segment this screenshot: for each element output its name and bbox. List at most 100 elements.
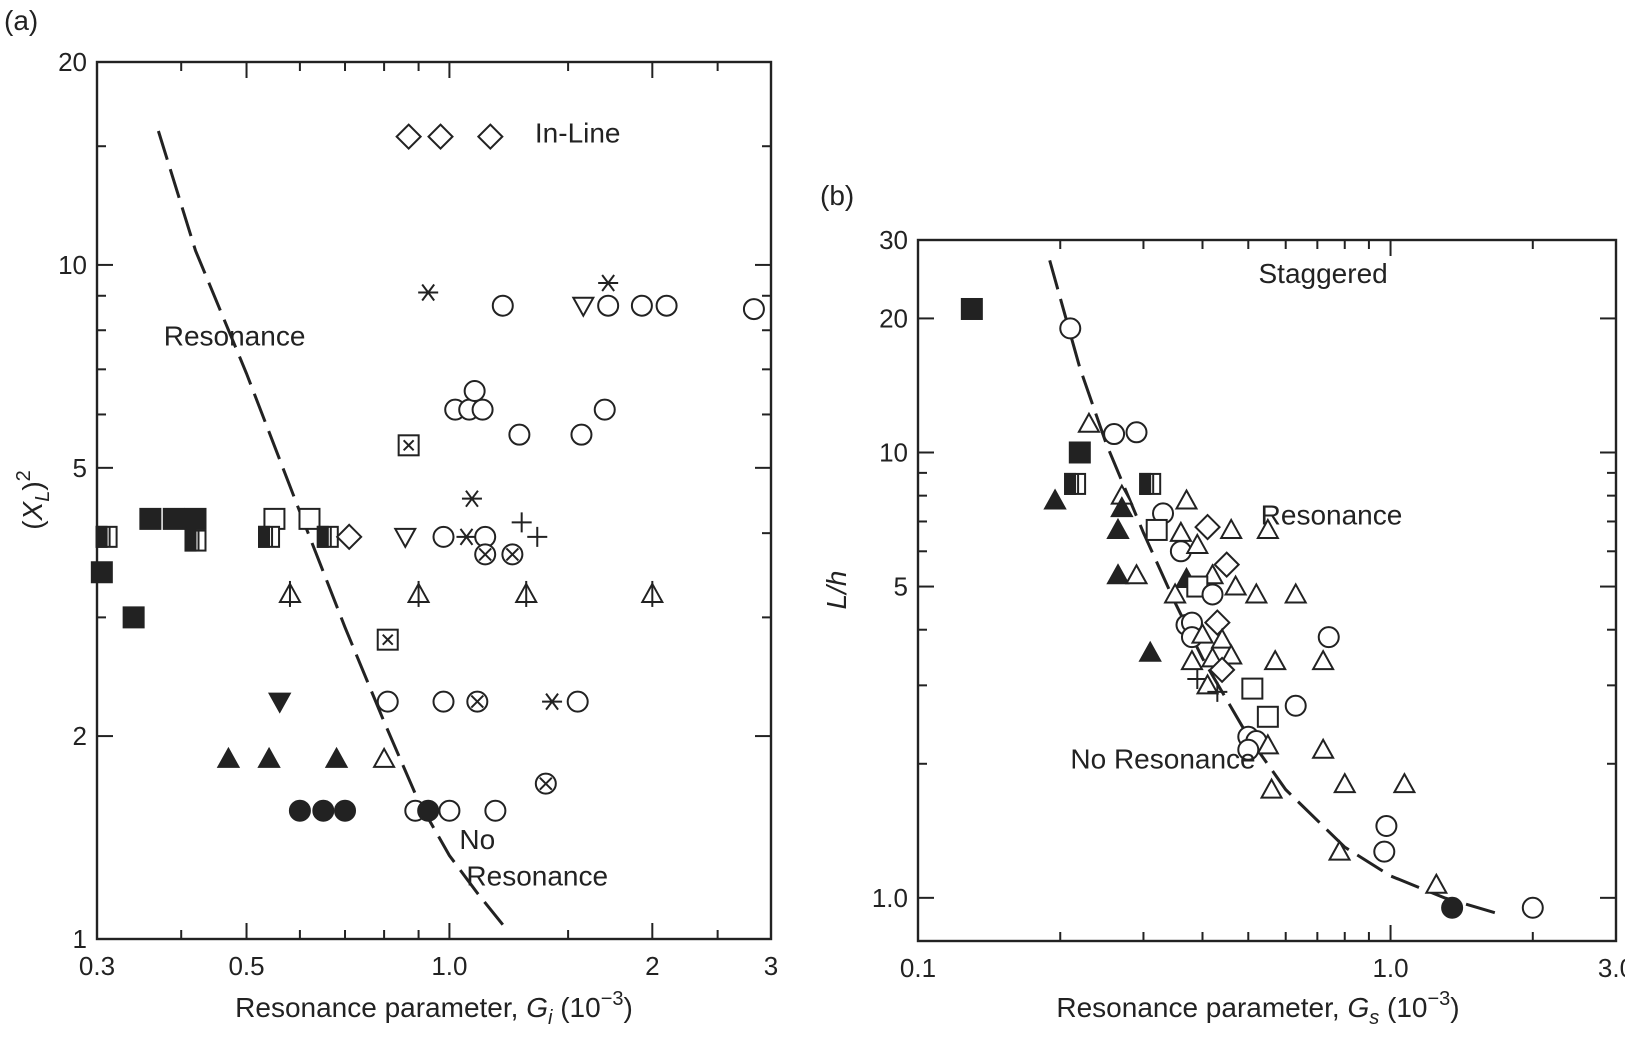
panel-a-point-circle xyxy=(432,690,455,713)
panel-b-point-triangle xyxy=(1169,520,1193,542)
panel-b-point-circle xyxy=(1317,626,1340,649)
panel-b-xtick-label: 1.0 xyxy=(1372,953,1408,983)
panel-a-point-square-filled xyxy=(90,561,113,584)
panel-a-point-plus xyxy=(527,526,548,547)
panel-a-ylabel: (XL)2 xyxy=(13,470,54,530)
panel-a-point-circle-filled xyxy=(417,799,440,822)
panel-a-point-circle xyxy=(484,799,507,822)
panel-b-point-triangle xyxy=(1185,532,1209,554)
panel-b-point-triangle xyxy=(1219,643,1243,665)
panel-b-point-triangle xyxy=(1190,622,1215,644)
panel-b-point-circle xyxy=(1373,840,1396,863)
panel-a-xtick-label: 0.3 xyxy=(79,951,115,981)
panel-a-ytick-label: 1 xyxy=(73,924,87,954)
panel-b-point-circle xyxy=(1237,738,1260,761)
panel-a-point-circle-x xyxy=(466,690,489,713)
panel-b-point-triangle-filled xyxy=(1106,563,1130,585)
panel-b-point-circle xyxy=(1059,317,1082,340)
panel-b-point-triangle xyxy=(1333,772,1357,794)
panel-b-point-square xyxy=(1241,677,1264,700)
panel-b-ytick-label: 1.0 xyxy=(872,883,908,913)
panel-b-point-triangle-filled xyxy=(1110,496,1134,518)
panel-b-point-triangle xyxy=(1392,772,1417,794)
panel-b-point-triangle-filled xyxy=(1106,517,1130,539)
panel-b-point-diamond xyxy=(1208,656,1236,684)
panel-a-point-circle xyxy=(471,398,494,421)
panel-a-point-square-x xyxy=(397,434,420,457)
panel-b-point-circle-filled xyxy=(1441,896,1464,919)
panel-b-point-circle xyxy=(1284,694,1307,717)
panel-b-point-circle xyxy=(1521,896,1544,919)
panel-b-point-triangle xyxy=(1259,777,1284,799)
panel-a-point-diamond xyxy=(476,123,504,151)
panel-b-xtick-label: 0.1 xyxy=(900,953,936,983)
panel-a-point-diamond xyxy=(427,123,454,151)
panel-b-point-triangle xyxy=(1124,563,1149,585)
panel-a-point-triangle-down xyxy=(393,527,417,549)
panel-b-point-plus xyxy=(1187,669,1208,690)
panel-b-point-triangle xyxy=(1180,649,1204,671)
panel-a-ytick-label: 2 xyxy=(73,721,87,751)
panel-b-annotation: Resonance xyxy=(1261,499,1403,530)
panel-a-point-star xyxy=(598,274,619,292)
panel-a-ytick-label: 10 xyxy=(58,250,87,280)
panel-a-point-star xyxy=(542,693,563,711)
panel-b-point-plus xyxy=(1207,681,1228,702)
panel-b-point-triangle xyxy=(1424,872,1449,894)
panel-b-point-triangle-filled xyxy=(1043,488,1067,510)
panel-a-point-circle xyxy=(742,298,765,321)
panel-a-point-circle-x xyxy=(534,772,557,795)
panel-b-label: (b) xyxy=(820,180,854,211)
panel-a-point-circle xyxy=(376,690,399,713)
panel-a-xtick-label: 1.0 xyxy=(431,951,467,981)
panel-b-annotation: Staggered xyxy=(1259,258,1388,289)
panel-a-point-triangle-arrow xyxy=(406,580,431,607)
panel-a-point-circle xyxy=(593,398,616,421)
panel-a-point-triangle-arrow xyxy=(640,580,665,607)
panel-b-point-square-filled xyxy=(1068,441,1091,464)
panel-b-point-diamond xyxy=(1194,513,1221,541)
panel-a-point-diamond xyxy=(335,523,363,551)
panel-b-point-triangle-filled xyxy=(1138,640,1162,662)
panel-b-point-triangle xyxy=(1256,517,1280,539)
panel-a-point-square-filled xyxy=(162,507,185,530)
panel-a-point-triangle-filled xyxy=(257,746,281,768)
panel-a-point-circle xyxy=(655,294,678,317)
panel-a-point-square-half xyxy=(95,525,118,548)
panel-b-ytick-label: 5 xyxy=(894,572,908,602)
panel-a-point-plus xyxy=(511,512,532,533)
panel-b-point-circle xyxy=(1201,583,1224,606)
panel-a-point-circle-filled xyxy=(288,799,311,822)
panel-b-point-triangle xyxy=(1195,673,1220,695)
panel-b-point-circle xyxy=(1125,421,1148,444)
panel-b-point-triangle xyxy=(1219,517,1243,539)
panel-b-boundary-curve xyxy=(1048,259,1500,916)
panel-b-point-triangle xyxy=(1210,627,1234,649)
panel-a-point-square-half xyxy=(316,525,339,548)
panel-b-point-triangle xyxy=(1163,582,1187,604)
panel-b-ytick-label: 30 xyxy=(879,225,908,255)
panel-a-point-triangle-down-filled xyxy=(267,692,292,714)
panel-a-xlabel: Resonance parameter, Gi (10−3) xyxy=(235,988,633,1029)
panel-b-point-triangle xyxy=(1223,574,1248,596)
panel-a-ytick-label: 20 xyxy=(58,47,87,77)
panel-a-annotation: No xyxy=(459,824,495,855)
panel-a-point-circle-x xyxy=(501,543,524,566)
panel-a-point-circle xyxy=(508,423,531,446)
panel-b-point-square-half xyxy=(1139,472,1162,495)
panel-b-point-triangle xyxy=(1174,488,1199,510)
panel-b-point-triangle xyxy=(1284,582,1308,604)
panel-b-point-circle xyxy=(1103,423,1126,446)
panel-b-ylabel: L/h xyxy=(821,571,852,610)
panel-a-point-circle xyxy=(566,690,589,713)
panel-b-point-triangle xyxy=(1077,411,1101,433)
panel-a-point-square-filled xyxy=(184,507,207,530)
panel-a-annotation: Resonance xyxy=(466,861,608,892)
panel-a-point-circle-filled xyxy=(334,799,357,822)
panel-a-point-triangle-filled xyxy=(216,746,241,768)
panel-a-label: (a) xyxy=(4,5,38,36)
panel-a-point-circle xyxy=(630,294,653,317)
panel-b-point-triangle xyxy=(1327,839,1352,861)
panel-a-point-square-half xyxy=(184,529,207,552)
